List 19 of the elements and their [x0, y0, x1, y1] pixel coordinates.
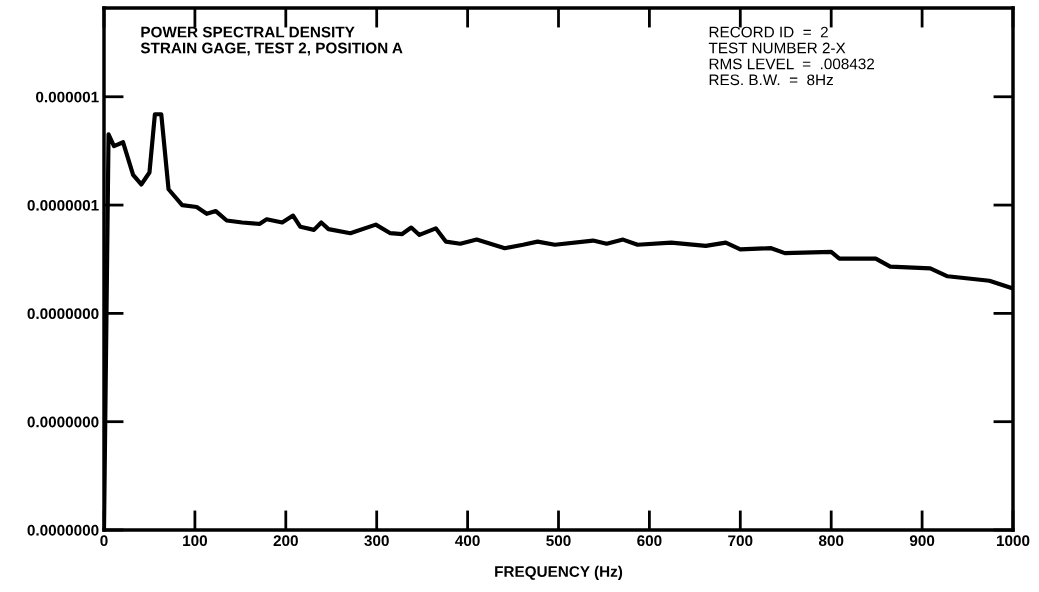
x-tick-label: 300: [364, 535, 389, 547]
y-tick-label: 0.0000000: [27, 308, 99, 320]
y-tick-label: 0.0000001: [27, 199, 99, 211]
annotation: POWER SPECTRAL DENSITY STRAIN GAGE, TEST 2, POSITION A: [140, 26, 403, 56]
x-tick-label: 800: [818, 535, 844, 547]
y-tick-label: 0.000001: [36, 91, 99, 103]
y-tick-label: 0.0000000: [27, 524, 99, 536]
x-tick-label: 900: [909, 535, 935, 547]
x-tick-label: 500: [546, 535, 571, 547]
x-tick-label: 100: [183, 535, 208, 547]
x-axis-title: FREQUENCY (Hz): [495, 565, 623, 581]
x-tick-label: 0: [100, 535, 108, 547]
x-tick-label: 200: [273, 535, 298, 547]
y-tick-label: 0.0000000: [27, 416, 99, 428]
x-tick-label: 700: [728, 535, 753, 547]
x-tick-label: 400: [455, 535, 480, 547]
x-tick-label: 1000: [996, 535, 1030, 547]
annotation: RECORD ID = 2 TEST NUMBER 2-X RMS LEVEL = .008432 RES. B.W. = 8Hz: [708, 26, 875, 86]
x-tick-label: 600: [637, 535, 662, 547]
